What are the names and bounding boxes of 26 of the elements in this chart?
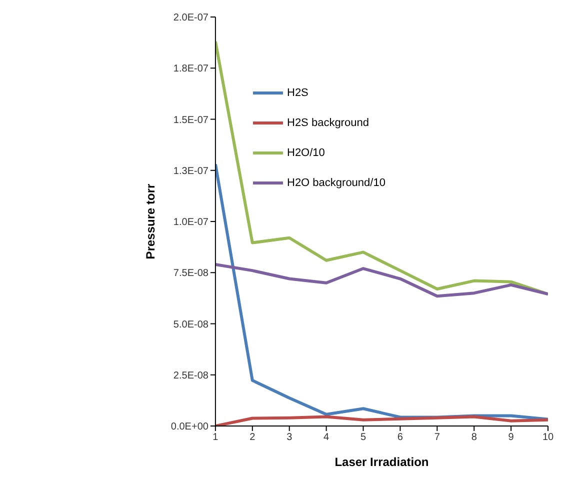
x-axis-title: Laser Irradiation	[334, 455, 429, 469]
y-tick-label: 1.8E-07	[173, 64, 209, 75]
y-tick-label: 0.0E+00	[170, 422, 209, 433]
x-tick-label: 2	[250, 432, 256, 444]
y-tick-label: 2.5E-08	[173, 370, 209, 382]
x-tick-label: 3	[286, 432, 293, 444]
y-tick-label: 7.5E-08	[173, 268, 209, 280]
legend-label: H2S background	[287, 116, 369, 131]
y-tick-label: 5.0E-08	[173, 319, 209, 330]
y-tick-label: 1.5E-07	[173, 114, 209, 126]
legend-label: H2O background/10	[287, 176, 386, 191]
x-tick-label: 10	[542, 432, 554, 444]
x-tick-label: 8	[471, 432, 478, 444]
x-tick-label: 6	[397, 432, 404, 444]
line-series	[215, 262, 548, 298]
y-axis-title: Pressure torr	[144, 183, 158, 260]
y-tick-label: 1.0E-07	[173, 217, 209, 228]
x-tick-label: 1	[212, 432, 219, 444]
legend-label: H2O/10	[287, 146, 325, 161]
x-tick-label: 7	[434, 432, 440, 444]
x-tick-label: 5	[360, 432, 366, 444]
legend-label: H2S	[287, 86, 308, 101]
y-tick-label: 2.0E-07	[173, 12, 209, 24]
x-tick-label: 9	[508, 432, 514, 444]
x-tick-label: 4	[324, 432, 330, 444]
y-tick-label: 1.3E-07	[173, 166, 209, 177]
